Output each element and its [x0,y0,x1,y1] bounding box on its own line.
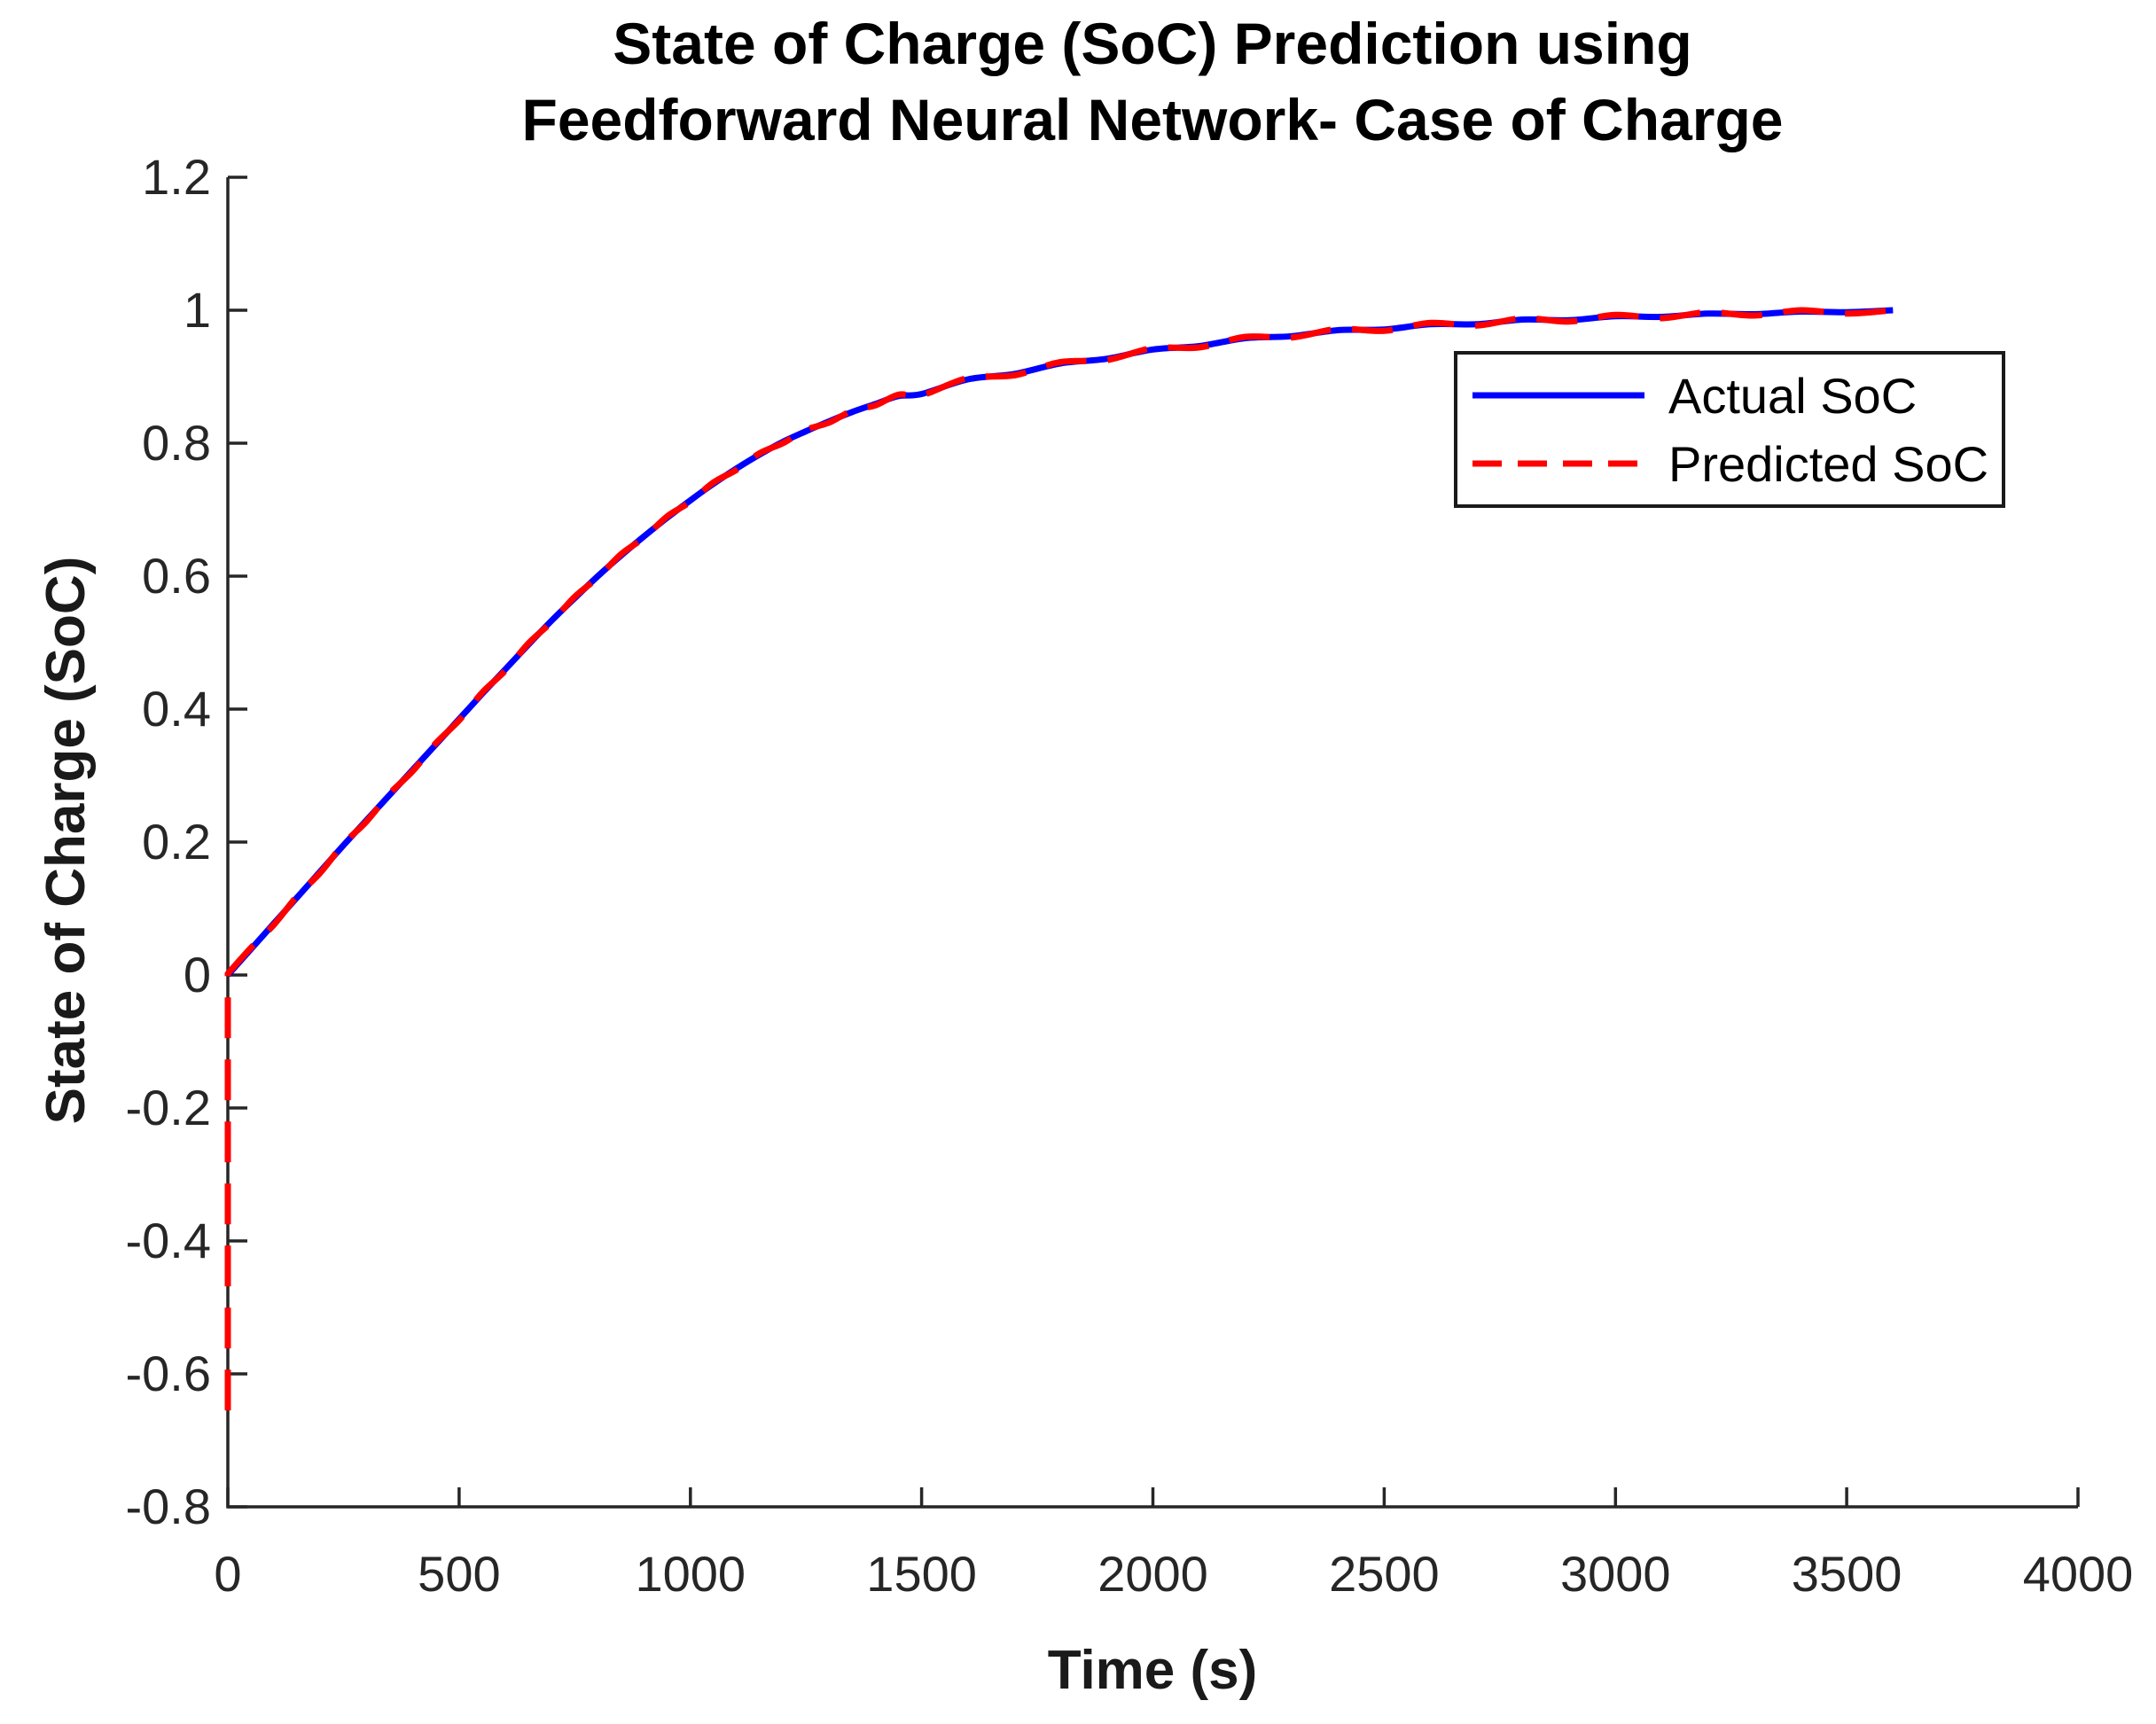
legend-box [1454,351,2005,508]
x-tick-label: 4000 [2023,1546,2134,1602]
x-tick-label: 1000 [636,1546,746,1602]
legend-actual-label: Actual SoC [1668,368,1917,424]
y-tick-label: 0.8 [142,415,211,471]
y-tick-label: 0 [184,947,211,1002]
chart-title-line2: Feedforward Neural Network- Case of Char… [522,87,1784,152]
chart-title-line1: State of Charge (SoC) Prediction using [613,11,1691,76]
legend: Actual SoC Predicted SoC [1454,351,2005,508]
x-tick-label: 3000 [1560,1546,1671,1602]
y-axis-label: State of Charge (SoC) [35,557,97,1125]
x-tick-label: 2500 [1329,1546,1440,1602]
y-tick-label: -0.6 [126,1346,212,1401]
predicted-soc-line [224,307,1894,1411]
x-axis-ticks: 0 500 1000 1500 2000 2500 3000 3500 4000 [214,1487,2133,1602]
x-tick-label: 2000 [1098,1546,1208,1602]
x-tick-label: 1500 [866,1546,977,1602]
y-tick-label: 1.2 [142,149,211,205]
y-tick-label: 0.2 [142,814,211,870]
legend-predicted-label: Predicted SoC [1668,436,1988,492]
y-tick-label: 0.6 [142,548,211,604]
y-tick-label: -0.8 [126,1478,212,1534]
y-axis-ticks: -0.8 -0.6 -0.4 -0.2 0 0.2 0.4 0.6 0.8 1 1.2 [126,149,247,1534]
x-tick-label: 500 [418,1546,500,1602]
x-axis-label: Time (s) [1048,1640,1258,1701]
y-tick-label: 1 [184,282,211,338]
y-tick-label: -0.2 [126,1080,212,1135]
y-tick-label: 0.4 [142,681,211,737]
x-tick-label: 3500 [1792,1546,1902,1602]
x-tick-label: 0 [214,1546,241,1602]
y-tick-label: -0.4 [126,1213,212,1268]
